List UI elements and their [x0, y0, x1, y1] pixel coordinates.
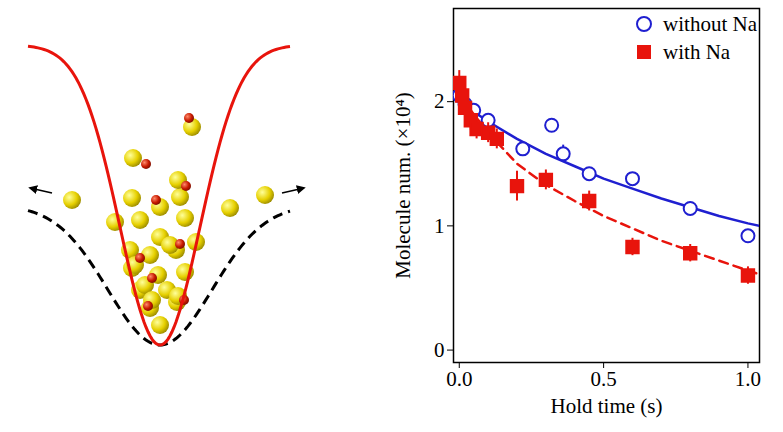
svg-text:1.0: 1.0	[735, 367, 761, 391]
svg-text:Molecule num. (×10⁴): Molecule num. (×10⁴)	[391, 92, 415, 279]
svg-text:Hold time (s): Hold time (s)	[551, 394, 663, 418]
html-text:with Na: with Na	[663, 40, 731, 64]
svg-text:0.5: 0.5	[590, 367, 616, 391]
svg-text:1: 1	[434, 214, 445, 238]
svg-text:0.0: 0.0	[446, 367, 472, 391]
html-text:without Na: without Na	[663, 12, 757, 36]
svg-text:2: 2	[434, 89, 445, 113]
svg-text:0: 0	[434, 338, 445, 362]
